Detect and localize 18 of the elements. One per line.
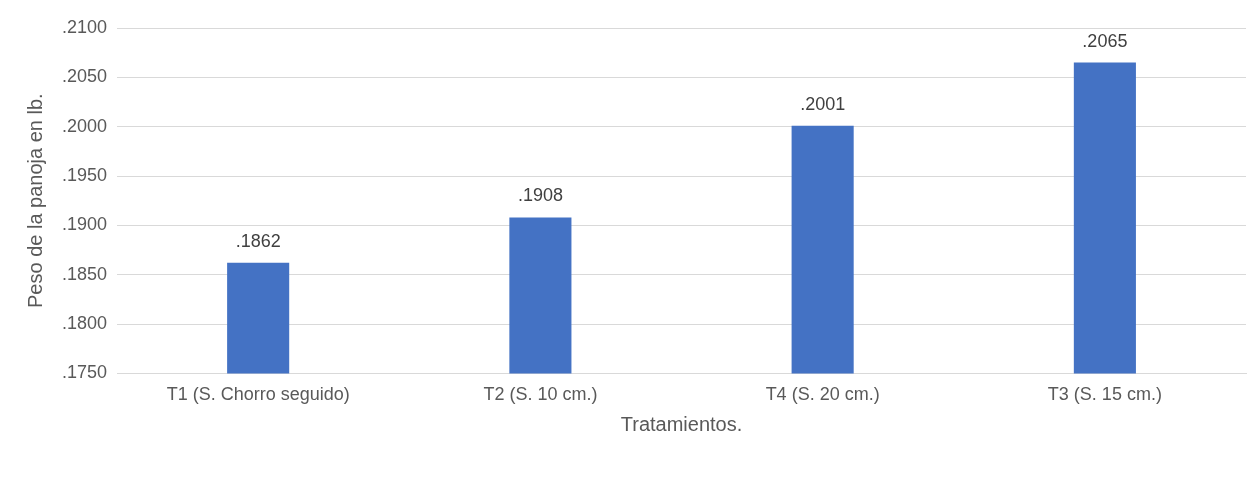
y-axis-title: Peso de la panoja en lb. [23, 93, 46, 308]
y-tick-label: .1950 [62, 165, 108, 185]
y-tick-label: .1750 [62, 362, 108, 383]
y-tick-label: .1900 [62, 214, 108, 235]
data-label: .2001 [800, 93, 846, 114]
y-tick-label: .1850 [62, 263, 108, 284]
x-tick-label: T1 (S. Chorro seguido) [166, 384, 350, 405]
x-tick-label: T3 (S. 15 cm.) [1047, 384, 1162, 405]
y-tick-label: .1800 [62, 313, 108, 334]
y-tick-label: .2100 [62, 16, 108, 37]
x-axis-title: Tratamientos. [620, 412, 743, 435]
x-tick-label: T4 (S. 20 cm.) [765, 384, 880, 405]
y-tick-label: .2050 [62, 66, 108, 87]
data-label: .2065 [1082, 30, 1128, 51]
x-tick-label: T2 (S. 10 cm.) [483, 384, 598, 405]
data-label: .1862 [235, 230, 281, 251]
y-tick-label: .2000 [62, 115, 108, 136]
data-label: .1908 [517, 185, 563, 206]
